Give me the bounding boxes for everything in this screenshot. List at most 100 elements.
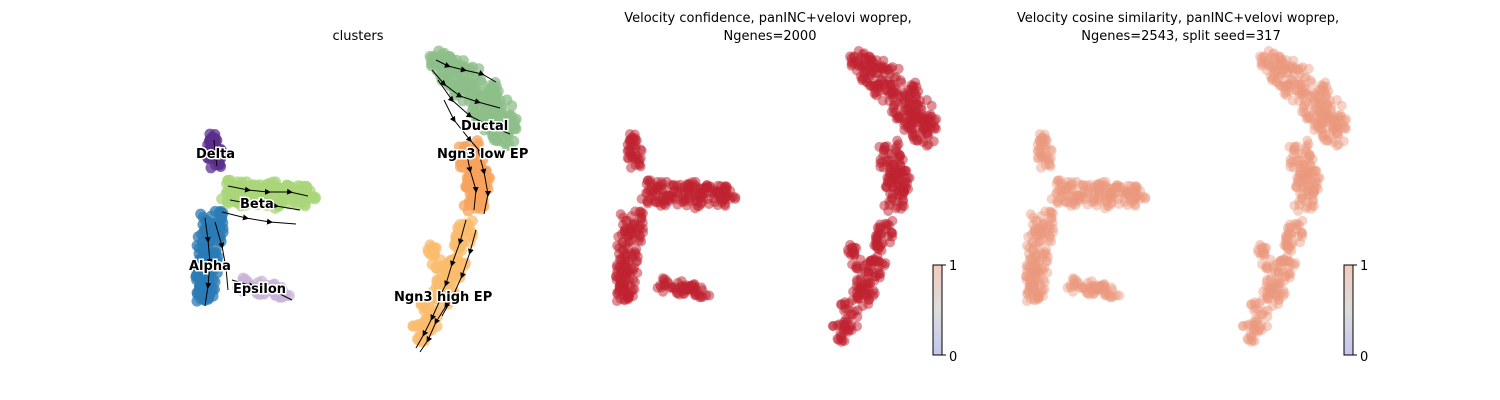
cosine-point [1259,58,1270,69]
cosine-point [1267,73,1278,84]
confidence-point [636,145,647,156]
cosine-point [1042,154,1053,165]
confidence-point [621,215,632,226]
cosine-point [1029,277,1040,288]
cosine-point [1041,150,1052,161]
cluster-label-ngn3-high-ep: Ngn3 high EP [394,290,492,305]
cosine-point [1301,169,1312,180]
cluster-point [446,67,458,79]
cosine-point [1290,85,1301,96]
cosine-point [1073,194,1084,205]
cosine-point [1027,286,1038,296]
confidence-point [656,282,667,293]
cosine-point [1061,197,1072,208]
cosine-point [1299,166,1310,177]
cosine-point [1068,198,1079,209]
cosine-point [1100,176,1111,187]
cosine-point [1100,288,1111,299]
cosine-point [1083,277,1093,288]
cosine-point [1044,159,1055,170]
cluster-label-beta: Beta [240,197,274,212]
cosine-point [1052,196,1063,207]
confidence-point [688,279,699,290]
cosine-point [1267,60,1278,71]
cosine-point [1284,229,1294,240]
cosine-point [1093,284,1104,295]
cosine-point [1104,292,1115,303]
cosine-point [1300,107,1311,118]
cosine-point [1306,168,1317,178]
cluster-point [413,318,425,330]
cosine-point [1022,296,1032,307]
cosine-point [1293,85,1304,96]
cosine-point [1110,182,1121,193]
cosine-point [1029,226,1040,237]
cosine-point [1315,93,1326,103]
cosine-point [1024,281,1035,292]
confidence-point [929,123,940,134]
cluster-point [229,180,241,191]
confidence-point [633,235,644,246]
cosine-point [1269,54,1280,65]
cosine-point [1039,262,1050,273]
cosine-point [1294,159,1305,170]
cosine-point [1067,192,1078,203]
cosine-point [1308,181,1319,192]
cluster-point [466,215,478,227]
cluster-point [492,135,503,147]
cosine-point [1238,321,1249,332]
confidence-point [677,280,688,291]
cosine-point [1307,190,1318,201]
cosine-point [1071,191,1082,202]
cosine-point [1288,79,1299,90]
confidence-point [881,156,892,167]
cosine-point [1265,274,1276,285]
cosine-point [1246,331,1257,342]
cosine-point [1060,188,1071,199]
cosine-point [1301,203,1312,214]
cosine-point [1256,60,1267,71]
cosine-point [1261,287,1272,298]
cluster-point [432,262,444,274]
cosine-point [1305,113,1315,124]
cosine-point [1270,266,1281,277]
cosine-point [1020,271,1031,282]
cosine-point [1039,219,1050,230]
cosine-point [1078,179,1089,190]
cosine-point [1024,286,1035,296]
cosine-point [1125,191,1136,202]
cosine-point [1045,206,1056,217]
cosine-point [1121,188,1132,199]
cosine-point [1289,145,1299,156]
cosine-point [1042,251,1053,262]
cosine-point [1038,291,1048,302]
cosine-point [1024,243,1035,253]
cluster-point [487,81,499,93]
cosine-point [1275,67,1286,78]
cluster-point [191,261,203,273]
cosine-point [1269,59,1280,70]
velocity-streamline [465,149,479,211]
cluster-point [220,187,232,199]
cosine-point [1327,124,1338,135]
cosine-point [1040,135,1051,146]
cosine-point [1031,215,1042,226]
cosine-point [1028,282,1039,293]
cosine-point [1264,283,1275,294]
colorbar-tick-min: 0 [1360,350,1368,365]
cosine-point [1280,255,1291,266]
cosine-point [1023,286,1034,297]
cosine-point [1288,149,1299,160]
cosine-point [1262,293,1273,304]
cosine-point [1048,208,1058,219]
cosine-point [1242,320,1253,331]
cosine-point [1328,118,1339,129]
cosine-point [1135,193,1146,204]
cosine-point [1288,162,1299,173]
cosine-point [1297,181,1308,192]
cosine-point [1274,56,1285,66]
cosine-point [1256,309,1267,320]
cosine-point [1282,230,1293,241]
cosine-point [1318,118,1329,129]
